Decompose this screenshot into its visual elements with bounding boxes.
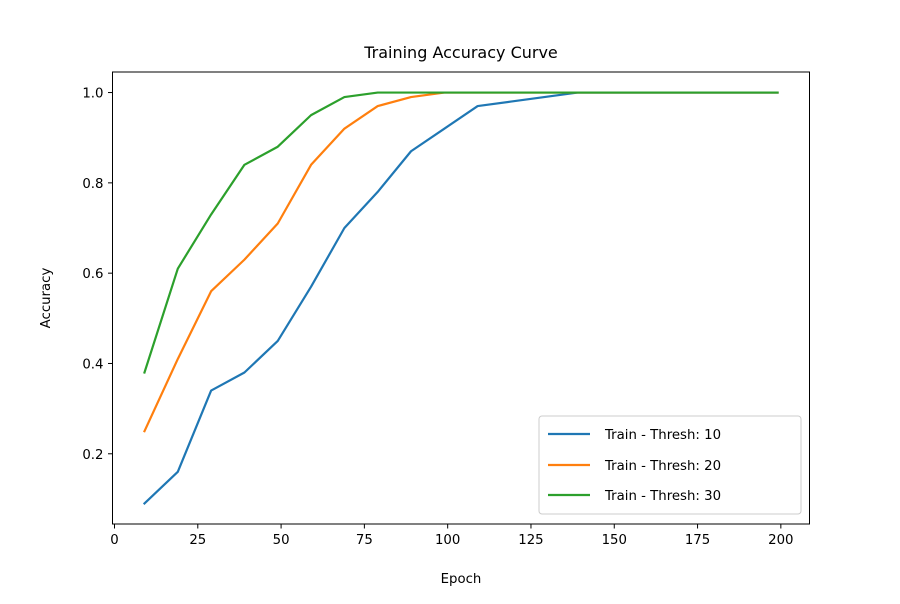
x-tick-label: 175 bbox=[685, 533, 710, 548]
series-line-2 bbox=[143, 91, 779, 433]
x-tick-label: 150 bbox=[602, 533, 627, 548]
x-axis-ticks: 0 25 50 75 100 125 150 175 200 bbox=[110, 524, 794, 548]
y-tick-label: 1.0 bbox=[82, 87, 103, 102]
legend-label-thresh-10: Train - Thresh: 10 bbox=[604, 428, 721, 443]
x-tick-label: 0 bbox=[110, 533, 118, 548]
plot-lines bbox=[142, 91, 779, 506]
x-tick-label: 100 bbox=[435, 533, 460, 548]
x-tick-label: 75 bbox=[356, 533, 373, 548]
y-tick-label: 0.4 bbox=[82, 357, 103, 372]
legend-label-thresh-20: Train - Thresh: 20 bbox=[604, 459, 721, 474]
series-line-3 bbox=[143, 91, 779, 374]
legend-box bbox=[538, 415, 802, 515]
y-axis-ticks: 0.2 0.4 0.6 0.8 1.0 bbox=[82, 87, 113, 463]
y-tick-label: 0.2 bbox=[82, 448, 103, 463]
plot-frame bbox=[112, 71, 810, 525]
chart-title: Training Accuracy Curve bbox=[363, 43, 558, 62]
x-tick-label: 200 bbox=[768, 533, 793, 548]
x-axis-label: Epoch bbox=[441, 572, 482, 587]
legend: Train - Thresh: 10 Train - Thresh: 20 Tr… bbox=[538, 415, 802, 515]
y-axis-label: Accuracy bbox=[39, 268, 54, 329]
y-tick-label: 0.8 bbox=[82, 177, 103, 192]
x-tick-label: 125 bbox=[518, 533, 543, 548]
legend-label-thresh-30: Train - Thresh: 30 bbox=[604, 489, 721, 504]
x-tick-label: 25 bbox=[189, 533, 206, 548]
x-tick-label: 50 bbox=[273, 533, 290, 548]
y-tick-label: 0.6 bbox=[82, 267, 103, 282]
